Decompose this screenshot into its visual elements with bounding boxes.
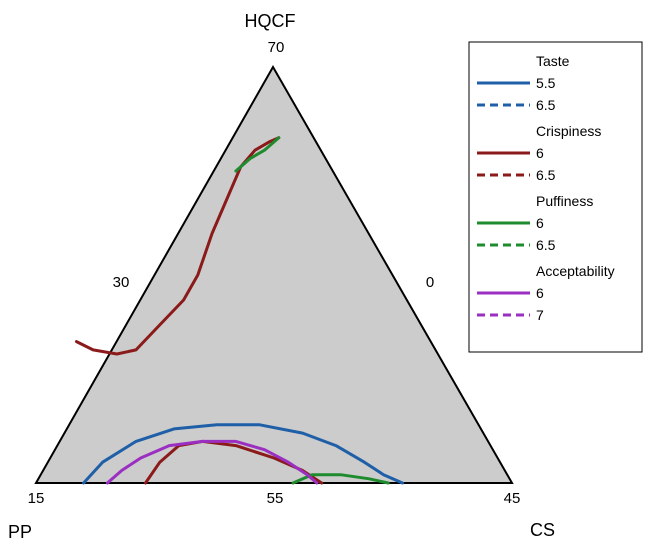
contour-taste-5.5-0 [82,423,404,485]
legend-label-puffiness-solid: 6 [536,215,544,231]
contour-acceptability-6-5 [105,439,319,485]
ternary-plot [34,64,514,485]
bottom-edge-value: 55 [267,490,284,507]
left-axis-label: PP [8,522,32,542]
contour-crispiness-6-1 [75,136,281,356]
legend-title-puffiness: Puffiness [536,193,593,209]
legend: Taste 5.5 6.5 Crispiness 6 6.5 Puffiness 6 6.5 Ac… [468,41,643,353]
top-vertex-value: 70 [268,39,285,56]
left-edge-value: 30 [113,274,130,291]
legend-label-acceptability-dashed: 7 [536,307,544,323]
right-axis-label: CS [530,520,555,540]
right-edge-value: 0 [426,274,434,291]
contour-lines [75,136,404,485]
legend-box [468,41,643,353]
contour-puffiness-6-3 [234,136,281,173]
legend-title-acceptability: Acceptability [536,263,615,279]
contour-puffiness-6-4 [291,473,390,485]
legend-title-taste: Taste [536,53,570,69]
legend-label-taste-dashed: 6.5 [536,97,556,113]
legend-label-puffiness-dashed: 6.5 [536,237,556,253]
legend-label-crispiness-dashed: 6.5 [536,167,556,183]
bottom-left-vertex-value: 15 [28,490,45,507]
legend-items: Taste 5.5 6.5 Crispiness 6 6.5 Puffiness 6 6.5 Ac… [477,53,615,323]
ternary-triangle [34,64,514,484]
legend-title-crispiness: Crispiness [536,123,601,139]
legend-label-crispiness-solid: 6 [536,145,544,161]
bottom-right-vertex-value: 45 [504,490,521,507]
top-axis-label: HQCF [245,11,296,31]
legend-label-acceptability-solid: 6 [536,285,544,301]
legend-label-taste-solid: 5.5 [536,75,556,91]
